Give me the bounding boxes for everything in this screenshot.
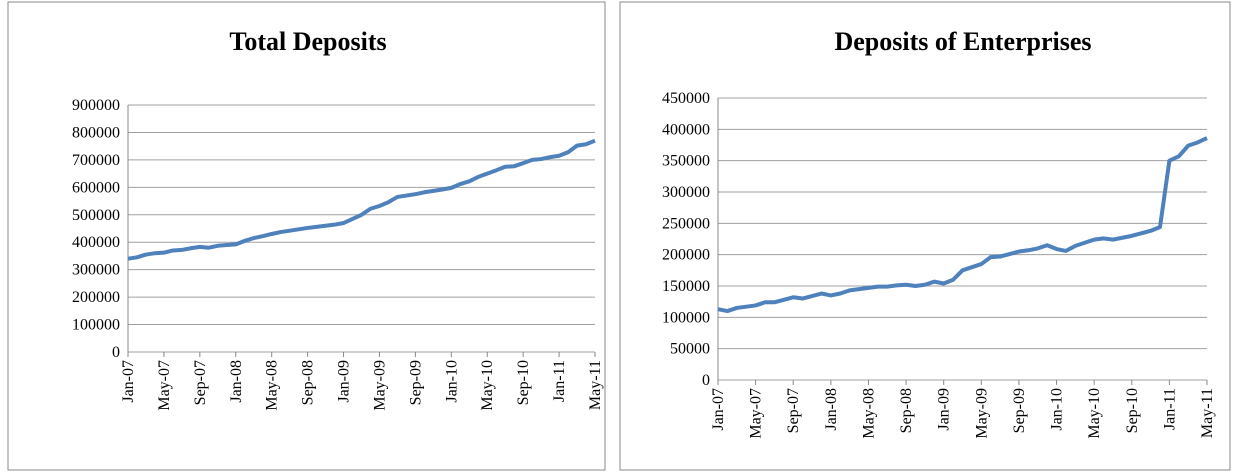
y-tick-label: 300000 <box>72 262 120 279</box>
x-tick-label: Sep-07 <box>785 388 802 433</box>
data-line <box>127 138 596 261</box>
y-tick-label: 400000 <box>72 234 120 251</box>
x-tick-label: May-07 <box>156 360 173 411</box>
y-tick-label: 100000 <box>662 309 710 326</box>
x-tick-label: May-10 <box>1086 388 1103 439</box>
x-tick-label: Sep-08 <box>300 360 317 405</box>
chart-title: Deposits of Enterprises <box>834 27 1091 56</box>
x-tick-label: Jan-10 <box>443 360 460 403</box>
data-line <box>717 136 1208 314</box>
y-tick-label: 900000 <box>72 97 120 114</box>
y-tick-label: 0 <box>112 344 120 361</box>
x-tick-label: May-08 <box>860 388 877 439</box>
y-tick-label: 200000 <box>72 289 120 306</box>
x-tick-label: Jan-08 <box>823 388 840 431</box>
x-tick-label: May-09 <box>973 388 990 439</box>
x-tick-label: Jan-11 <box>1161 388 1178 430</box>
y-tick-label: 700000 <box>72 152 120 169</box>
y-tick-label: 400000 <box>662 121 710 138</box>
y-tick-label: 150000 <box>662 278 710 295</box>
x-tick-label: Sep-08 <box>898 388 915 433</box>
x-tick-label: Jan-08 <box>228 360 245 403</box>
x-tick-label: Sep-09 <box>1011 388 1028 433</box>
x-tick-label: Jan-10 <box>1049 388 1066 431</box>
x-tick-label: May-07 <box>748 388 765 439</box>
y-tick-label: 800000 <box>72 124 120 141</box>
x-tick-label: Jan-07 <box>710 388 727 431</box>
panel-border <box>7 1 606 471</box>
x-tick-label: Jan-11 <box>551 360 568 402</box>
x-tick-label: May-11 <box>587 360 604 410</box>
x-tick-label: Jan-07 <box>120 360 137 403</box>
x-tick-label: Sep-10 <box>1124 388 1141 433</box>
x-tick-label: May-11 <box>1199 388 1216 438</box>
y-tick-label: 0 <box>702 372 710 389</box>
chart-title: Total Deposits <box>229 27 386 56</box>
x-tick-label: Sep-10 <box>515 360 532 405</box>
x-tick-label: May-08 <box>264 360 281 411</box>
x-tick-label: Sep-07 <box>192 360 209 405</box>
y-tick-label: 500000 <box>72 207 120 224</box>
x-tick-label: Sep-09 <box>407 360 424 405</box>
x-tick-label: Jan-09 <box>936 388 953 431</box>
panel-border <box>619 1 1231 471</box>
y-tick-label: 300000 <box>662 184 710 201</box>
x-tick-label: May-10 <box>479 360 496 411</box>
y-tick-label: 50000 <box>670 341 710 358</box>
y-tick-label: 450000 <box>662 90 710 107</box>
y-tick-label: 250000 <box>662 215 710 232</box>
y-tick-label: 100000 <box>72 317 120 334</box>
y-tick-label: 350000 <box>662 153 710 170</box>
y-tick-label: 600000 <box>72 179 120 196</box>
x-tick-label: Jan-09 <box>336 360 353 403</box>
y-tick-label: 200000 <box>662 247 710 264</box>
x-tick-label: May-09 <box>371 360 388 411</box>
